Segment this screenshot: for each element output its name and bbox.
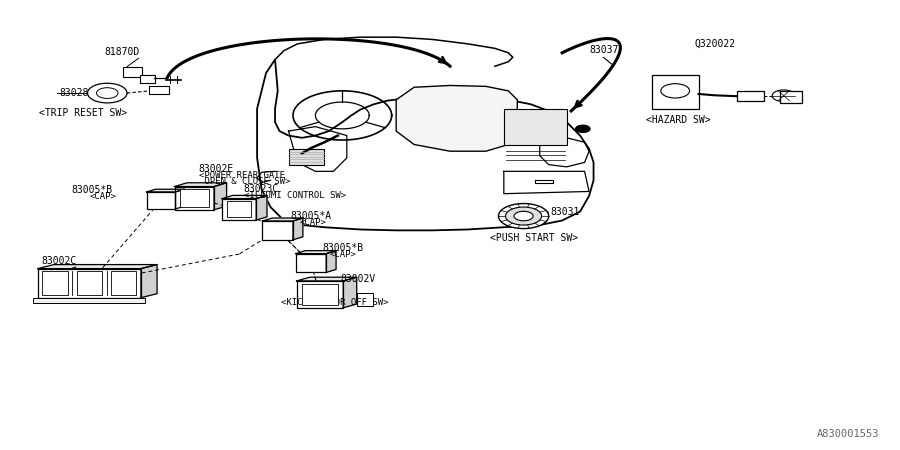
Circle shape [576,125,590,132]
Circle shape [661,84,689,98]
Bar [149,86,169,94]
Bar [780,91,802,103]
Text: <POWER REAR GATE: <POWER REAR GATE [199,171,284,180]
Text: <ILLUMI CONTROL SW>: <ILLUMI CONTROL SW> [244,190,346,199]
Bar [228,201,251,217]
Polygon shape [343,277,356,308]
Polygon shape [297,277,356,281]
Text: Q320022: Q320022 [694,38,735,48]
Bar [652,75,698,109]
Bar [38,269,141,297]
Polygon shape [263,218,303,221]
Polygon shape [293,218,303,240]
Text: 83028: 83028 [59,88,89,98]
Bar [180,189,209,207]
Bar [263,221,293,240]
Polygon shape [176,189,184,209]
Text: <PUSH START SW>: <PUSH START SW> [491,233,579,243]
Text: 83005*B: 83005*B [322,243,364,253]
Bar [296,254,326,272]
Text: <CAP>: <CAP> [300,218,326,227]
Text: 83002V: 83002V [340,274,376,284]
Bar [147,192,176,209]
Text: 83031: 83031 [551,207,580,216]
Text: 83037: 83037 [590,45,618,55]
Text: OPEN & CLOSE SW>: OPEN & CLOSE SW> [199,177,290,186]
Polygon shape [141,265,158,297]
Bar [42,271,68,296]
Polygon shape [256,195,267,220]
Bar [222,198,256,220]
Text: <CAP>: <CAP> [329,250,356,259]
Text: 83023C: 83023C [244,184,279,194]
Text: 83005*B: 83005*B [71,185,112,195]
Bar [302,284,338,305]
Polygon shape [214,183,227,210]
Bar [737,91,764,101]
Circle shape [87,83,127,103]
Text: 83002E: 83002E [199,163,234,174]
Polygon shape [326,251,336,272]
Polygon shape [257,59,594,230]
Text: 83005*A: 83005*A [291,212,331,221]
Bar [356,293,373,306]
Polygon shape [175,183,227,187]
Polygon shape [38,265,157,269]
Text: 81870D: 81870D [104,47,140,57]
Text: <TRIP RESET SW>: <TRIP RESET SW> [39,108,127,118]
Polygon shape [222,195,267,198]
Polygon shape [396,86,518,151]
Text: <CAP>: <CAP> [89,192,116,201]
Bar [289,149,324,165]
Circle shape [772,90,796,102]
Bar [122,67,142,76]
Bar [33,297,146,303]
Circle shape [499,203,549,229]
Text: <HAZARD SW>: <HAZARD SW> [645,116,710,126]
Bar [297,281,343,308]
Text: A830001553: A830001553 [816,429,879,439]
Circle shape [506,207,542,225]
Polygon shape [147,189,184,192]
Circle shape [514,212,533,221]
Bar [175,187,214,210]
Bar [504,109,567,144]
Text: <KICK SENSOR OFF SW>: <KICK SENSOR OFF SW> [282,298,389,307]
Polygon shape [296,251,336,254]
Circle shape [96,88,118,99]
Bar [111,271,137,296]
Bar [140,75,155,83]
Bar [76,271,102,296]
Text: 83002C: 83002C [41,256,77,266]
